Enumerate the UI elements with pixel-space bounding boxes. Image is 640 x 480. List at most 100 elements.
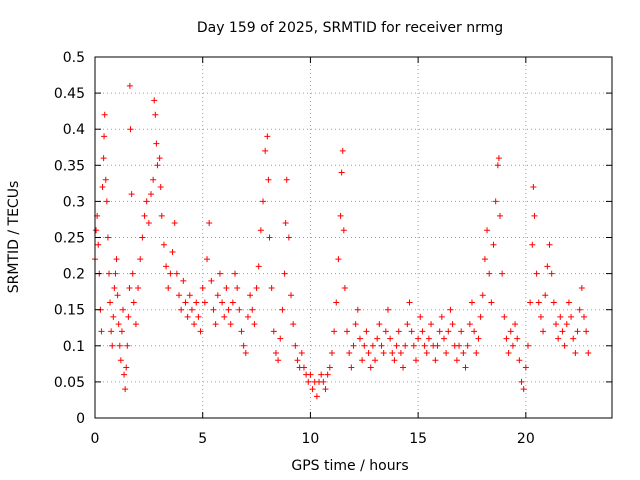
data-point <box>561 342 568 349</box>
data-point <box>249 306 256 313</box>
x-axis-label: GPS time / hours <box>291 458 408 474</box>
data-point <box>378 342 385 349</box>
data-point <box>348 364 355 371</box>
data-point <box>234 285 241 292</box>
y-tick-labels: 0 0.05 0.1 0.15 0.2 0.25 0.3 0.35 0.4 0.45 0.5 <box>54 50 85 427</box>
data-point <box>95 241 102 248</box>
data-point <box>578 285 585 292</box>
data-point <box>186 292 193 299</box>
data-point <box>400 364 407 371</box>
data-point <box>320 378 327 385</box>
data-point <box>114 292 121 299</box>
data-point <box>153 140 160 147</box>
data-point <box>171 220 178 227</box>
data-point <box>275 357 282 364</box>
data-point <box>307 371 314 378</box>
data-point <box>104 234 111 241</box>
data-point <box>495 155 502 162</box>
axis-ticks <box>94 56 612 419</box>
data-point <box>505 350 512 357</box>
data-point <box>236 306 243 313</box>
data-point <box>173 270 180 277</box>
data-point <box>389 350 396 357</box>
data-point <box>113 256 120 263</box>
data-point <box>126 285 133 292</box>
data-point <box>158 212 165 219</box>
data-point <box>540 328 547 335</box>
data-point <box>391 357 398 364</box>
data-point <box>453 357 460 364</box>
data-point <box>574 328 581 335</box>
data-point <box>530 183 537 190</box>
data-point <box>340 227 347 234</box>
data-point <box>527 299 534 306</box>
data-point <box>318 371 325 378</box>
data-point <box>509 342 516 349</box>
data-point <box>128 191 135 198</box>
y-tick-label: 0.25 <box>54 231 85 247</box>
data-point <box>167 270 174 277</box>
data-point <box>262 147 269 154</box>
data-point <box>522 364 529 371</box>
data-point <box>341 285 348 292</box>
data-point <box>292 342 299 349</box>
data-point <box>197 328 204 335</box>
data-point <box>279 306 286 313</box>
data-point <box>466 321 473 328</box>
data-point <box>195 313 202 320</box>
data-point <box>154 162 161 169</box>
data-point <box>352 321 359 328</box>
data-point <box>101 133 108 140</box>
data-point <box>298 350 305 357</box>
data-point <box>268 285 275 292</box>
data-point <box>445 328 452 335</box>
data-point <box>484 227 491 234</box>
data-point <box>127 126 134 133</box>
data-point <box>124 342 131 349</box>
data-point <box>514 335 521 342</box>
y-tick-label: 0.45 <box>54 86 85 102</box>
data-point <box>204 256 211 263</box>
data-point <box>135 285 142 292</box>
data-point <box>555 335 562 342</box>
data-point <box>225 306 232 313</box>
data-point <box>326 364 333 371</box>
data-point <box>169 248 176 255</box>
data-point <box>456 342 463 349</box>
data-point <box>107 299 114 306</box>
data-point <box>176 292 183 299</box>
data-point <box>494 162 501 169</box>
data-point <box>369 342 376 349</box>
data-point <box>265 176 272 183</box>
data-point <box>255 263 262 270</box>
data-point <box>583 328 590 335</box>
data-point <box>201 299 208 306</box>
data-point <box>449 321 456 328</box>
data-point <box>361 342 368 349</box>
data-point <box>232 270 239 277</box>
data-point <box>531 212 538 219</box>
data-point <box>387 335 394 342</box>
x-tick-label: 15 <box>409 431 427 447</box>
data-point <box>290 321 297 328</box>
data-point <box>335 256 342 263</box>
data-point <box>253 285 260 292</box>
data-point <box>365 350 372 357</box>
data-point <box>440 335 447 342</box>
data-point <box>121 371 128 378</box>
y-tick-label: 0.2 <box>63 267 85 283</box>
data-point <box>559 328 566 335</box>
data-point <box>141 212 148 219</box>
data-point <box>120 306 127 313</box>
x-tick-label: 20 <box>517 431 535 447</box>
data-point <box>359 357 366 364</box>
data-point <box>518 378 525 385</box>
data-point <box>346 350 353 357</box>
data-point <box>126 82 133 89</box>
data-point <box>580 313 587 320</box>
data-point <box>570 335 577 342</box>
data-points <box>92 82 592 400</box>
y-tick-label: 0.1 <box>63 339 85 355</box>
data-point <box>117 357 124 364</box>
data-point <box>585 350 592 357</box>
